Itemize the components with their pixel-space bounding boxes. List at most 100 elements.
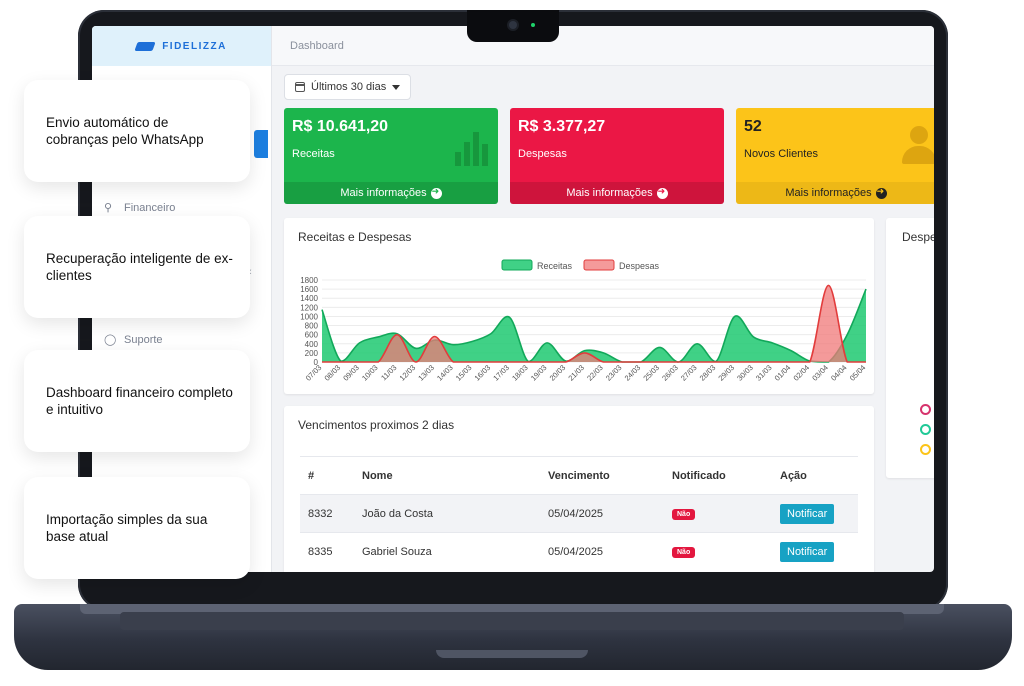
table-title: Vencimentos proximos 2 dias (298, 418, 455, 432)
table-row: 8332 João da Costa 05/04/2025 Não Notifi… (300, 494, 858, 532)
column-header: Notificado (672, 470, 726, 482)
arrow-circle-right-icon (656, 186, 668, 199)
card-more-label: Mais informações (785, 187, 872, 199)
camera-notch (467, 10, 559, 42)
x-tick-label: 08/03 (323, 363, 343, 383)
x-tick-label: 11/03 (379, 363, 398, 382)
laptop-front-notch (436, 650, 588, 658)
row-id: 8332 (308, 508, 333, 520)
y-tick-label: 1200 (300, 303, 318, 312)
x-tick-label: 12/03 (398, 363, 418, 383)
legend-label: Receitas (537, 261, 573, 271)
x-tick-label: 01/04 (773, 363, 793, 383)
notify-button[interactable]: Notificar (780, 542, 835, 562)
search-icon: ⚲ (104, 202, 113, 214)
x-tick-label: 26/03 (660, 363, 680, 383)
camera-icon (509, 21, 517, 29)
legend-circle-icon (920, 424, 931, 435)
card-more-label: Mais informações (566, 187, 653, 199)
y-tick-label: 0 (314, 358, 319, 367)
card-more-info-link[interactable]: Mais informações (284, 182, 498, 204)
row-name: Gabriel Souza (362, 546, 432, 558)
status-badge: Não (672, 508, 696, 520)
user-add-icon (900, 126, 934, 166)
arrow-circle-right-icon (430, 186, 442, 199)
x-tick-label: 05/04 (848, 363, 868, 383)
date-range-dropdown[interactable]: Últimos 30 dias (284, 74, 412, 100)
x-tick-label: 16/03 (473, 363, 493, 383)
x-tick-label: 15/03 (454, 363, 474, 383)
x-tick-label: 07/03 (304, 363, 324, 383)
row-action: Notificar (780, 495, 835, 533)
x-tick-label: 02/04 (791, 363, 811, 383)
y-tick-label: 1600 (300, 285, 318, 294)
feature-card: Recuperação inteligente de ex-clientes (24, 216, 250, 318)
sidebar-item-suporte[interactable]: ◯ Suporte (104, 334, 163, 346)
feature-card: Dashboard financeiro completo e intuitiv… (24, 350, 250, 452)
card-more-label: Mais informações (340, 187, 427, 199)
chart-panel: Receitas e Despesas 0 200 400 600 800 1000 120… (284, 218, 874, 394)
column-header: Nome (362, 470, 393, 482)
card-label: Novos Clientes (744, 148, 818, 160)
legend-swatch (501, 259, 533, 271)
topbar: Dashboard (272, 26, 934, 66)
sidebar-item-financeiro[interactable]: ⚲ Financeiro (104, 202, 175, 214)
arrow-circle-right-icon (875, 186, 887, 199)
row-notified: Não (672, 495, 696, 533)
card-more-info-link[interactable]: Mais informações (510, 182, 724, 204)
camera-led-icon (531, 23, 535, 27)
bar-chart-icon (455, 132, 488, 166)
x-tick-label: 17/03 (491, 363, 511, 383)
date-range-label: Últimos 30 dias (311, 81, 387, 93)
breadcrumb[interactable]: Dashboard (290, 39, 344, 52)
row-notified: Não (672, 533, 696, 571)
feature-card: Importação simples da sua base atual (24, 477, 250, 579)
x-tick-label: 03/04 (810, 363, 830, 383)
x-tick-label: 22/03 (585, 363, 605, 383)
sidebar-item-label: Financeiro (124, 202, 176, 214)
brand[interactable]: FIDELIZZA (92, 26, 271, 66)
x-tick-label: 24/03 (623, 363, 643, 383)
feature-text: Recuperação inteligente de ex-clientes (46, 251, 233, 283)
column-header: # (308, 470, 315, 482)
row-due-date: 05/04/2025 (548, 546, 604, 558)
y-tick-label: 600 (305, 331, 319, 340)
card-receitas: R$ 10.641,20 Receitas Mais informações (284, 108, 498, 204)
card-more-info-link[interactable]: Mais informações (736, 182, 934, 204)
y-tick-label: 1400 (300, 294, 318, 303)
series-line-despesas (322, 284, 866, 363)
x-tick-label: 30/03 (735, 363, 755, 383)
x-tick-label: 20/03 (548, 363, 568, 383)
x-tick-label: 18/03 (510, 363, 530, 383)
card-label: Receitas (292, 148, 335, 160)
x-tick-label: 04/04 (829, 363, 849, 383)
sidebar-item-label: Suporte (124, 334, 163, 346)
row-action: Notificar (780, 533, 835, 571)
y-tick-label: 200 (305, 349, 319, 358)
x-tick-label: 09/03 (341, 363, 361, 383)
x-tick-label: 25/03 (641, 363, 661, 383)
notify-button[interactable]: Notificar (780, 504, 835, 524)
x-tick-label: 29/03 (716, 363, 736, 383)
x-tick-label: 27/03 (679, 363, 699, 383)
caret-down-icon (392, 84, 401, 90)
due-table-panel: Vencimentos proximos 2 dias # Nome Venci… (284, 406, 874, 572)
panel-title: Despe (902, 230, 934, 244)
feature-card: Envio automático de cobranças pelo Whats… (24, 80, 250, 182)
legend-swatch (583, 259, 615, 271)
status-badge: Não (672, 546, 696, 558)
row-due-date: 05/04/2025 (548, 508, 604, 520)
row-name: João da Costa (362, 508, 433, 520)
card-value: 52 (744, 118, 762, 135)
feature-text: Importação simples da sua base atual (46, 512, 208, 544)
x-tick-label: 10/03 (360, 363, 380, 383)
column-header: Ação (780, 470, 807, 482)
x-tick-label: 31/03 (754, 363, 774, 383)
card-label: Despesas (518, 148, 567, 160)
x-tick-label: 14/03 (435, 363, 455, 383)
y-tick-label: 800 (305, 322, 319, 331)
x-tick-label: 13/03 (416, 363, 436, 383)
column-header: Vencimento (548, 470, 610, 482)
table-header-row: # Nome Vencimento Notificado Ação (300, 456, 858, 494)
